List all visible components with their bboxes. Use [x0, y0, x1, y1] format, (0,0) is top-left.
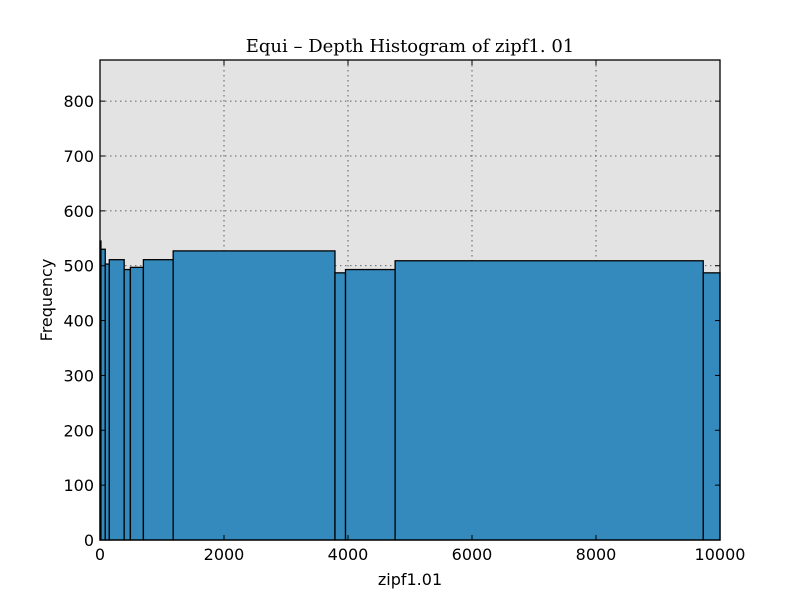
histogram-bar — [142, 259, 174, 541]
y-tick-label: 500 — [63, 257, 94, 276]
y-tick-label: 400 — [63, 312, 94, 331]
x-tick-label: 2000 — [204, 545, 245, 564]
x-axis-label: zipf1.01 — [378, 570, 442, 589]
y-axis-label: Frequency — [37, 259, 56, 342]
histogram-bar — [108, 259, 125, 541]
histogram-bar — [129, 266, 145, 541]
y-tick-label: 800 — [63, 92, 94, 111]
y-tick-label: 100 — [63, 476, 94, 495]
y-tick-label: 0 — [84, 531, 94, 550]
y-tick-label: 600 — [63, 202, 94, 221]
y-tick-label: 700 — [63, 147, 94, 166]
y-tick-label: 300 — [63, 366, 94, 385]
histogram-bar — [123, 268, 132, 541]
histogram-bar — [344, 268, 396, 541]
x-tick-label: 0 — [95, 545, 105, 564]
histogram-bar — [172, 250, 336, 541]
histogram-bar — [100, 248, 106, 541]
histogram-bar — [334, 272, 347, 541]
ticks: 0 2000 4000 6000 8000 10000 0 100 200 300 400 500 60… — [63, 60, 745, 564]
x-tick-label: 10000 — [695, 545, 746, 564]
x-tick-label: 6000 — [452, 545, 493, 564]
y-tick-label: 200 — [63, 421, 94, 440]
histogram-bar — [702, 272, 721, 541]
histogram-bar — [394, 260, 704, 541]
x-tick-label: 8000 — [576, 545, 617, 564]
bars — [99, 240, 721, 541]
chart-title: Equi – Depth Histogram of zipf1. 01 — [246, 36, 574, 57]
plot-frame — [99, 59, 721, 541]
x-tick-label: 4000 — [328, 545, 369, 564]
